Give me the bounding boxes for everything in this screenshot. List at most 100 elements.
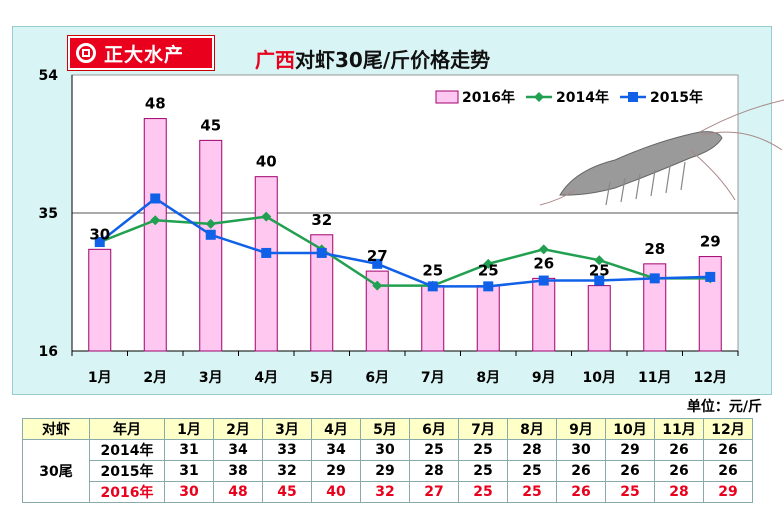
table-value-cell: 26 [654, 439, 704, 461]
table-header-cell: 5月 [360, 418, 410, 440]
x-tick-label: 8月 [476, 370, 500, 386]
table-header-cell: 3月 [262, 418, 312, 440]
line-marker [150, 193, 161, 204]
line-marker [538, 275, 549, 286]
data-label: 25 [422, 262, 443, 280]
y-tick-label: 35 [39, 206, 58, 222]
unit-label: 单位：元/斤 [686, 399, 762, 415]
table-value-cell: 34 [213, 439, 263, 461]
data-label: 45 [200, 116, 221, 134]
title-region: 广西 [255, 48, 295, 72]
table-value-cell: 25 [605, 481, 655, 503]
x-tick-label: 3月 [199, 370, 223, 386]
shrimp-leg [635, 173, 641, 200]
table-value-cell: 26 [703, 460, 753, 482]
brand-logo: 正大水产 [68, 36, 214, 70]
table-value-cell: 28 [654, 481, 704, 503]
table-value-cell: 28 [409, 460, 459, 482]
x-tick-label: 11月 [638, 370, 671, 386]
table-header-row: 对虾 年月 1月 2月 3月 4月 5月 6月 7月 8月 9月 10月 11月 12月 [22, 418, 753, 440]
table-year-cell: 2014年 [89, 439, 165, 461]
table-value-cell: 25 [507, 460, 557, 482]
table-value-cell: 28 [507, 439, 557, 461]
table-value-cell: 25 [409, 439, 459, 461]
data-label: 26 [533, 254, 554, 272]
line-marker [427, 281, 438, 292]
data-label: 32 [311, 211, 332, 229]
table-header-cell: 对虾 [22, 418, 90, 440]
data-label: 40 [256, 153, 277, 171]
table-value-cell: 31 [164, 439, 214, 461]
table-value-cell: 30 [164, 481, 214, 503]
x-tick-label: 4月 [254, 370, 278, 386]
table-header-cell: 12月 [703, 418, 753, 440]
legend: 2016年 2014年 2015年 [435, 89, 703, 106]
line-marker [205, 229, 216, 240]
series-line [99, 215, 711, 287]
table-header-cell: 9月 [556, 418, 606, 440]
table-value-cell: 25 [458, 481, 508, 503]
bar [421, 285, 445, 352]
table-value-cell: 38 [213, 460, 263, 482]
line-marker [594, 275, 605, 286]
x-tick-label: 1月 [88, 370, 112, 386]
data-label: 25 [589, 262, 610, 280]
legend-marker [628, 92, 638, 102]
line-marker [261, 247, 272, 258]
y-tick-label: 16 [39, 344, 58, 360]
line-marker [483, 258, 494, 269]
data-label: 48 [145, 95, 166, 113]
shrimp-antennae [539, 99, 784, 206]
line-marker [594, 255, 605, 266]
shrimp-leg [620, 177, 626, 203]
x-tick-label: 9月 [532, 370, 556, 386]
line-marker [705, 271, 716, 282]
bar [143, 118, 167, 352]
x-tick-label: 10月 [583, 370, 616, 386]
bar [532, 277, 556, 352]
legend-label: 2015年 [650, 89, 703, 106]
line-marker [150, 215, 161, 226]
line-marker [649, 273, 660, 284]
line-marker [316, 247, 327, 258]
table-header-cell: 4月 [311, 418, 361, 440]
line-marker [538, 244, 549, 255]
table-value-cell: 31 [164, 460, 214, 482]
table-value-cell: 30 [556, 439, 606, 461]
line-marker [94, 237, 105, 248]
table-header-cell: 11月 [654, 418, 704, 440]
legend-label: 2016年 [462, 89, 515, 106]
bar [199, 139, 223, 352]
table-value-cell: 45 [262, 481, 312, 503]
data-label: 30 [89, 225, 110, 243]
table-value-cell: 33 [262, 439, 312, 461]
table-value-cell: 26 [703, 439, 753, 461]
table-value-cell: 30 [360, 439, 410, 461]
data-label: 25 [478, 262, 499, 280]
table-header-cell: 1月 [164, 418, 214, 440]
table-header-cell: 8月 [507, 418, 557, 440]
table-row: 2015年 31 38 32 29 29 28 25 25 26 26 26 26 [23, 460, 753, 482]
x-tick-label: 6月 [365, 370, 389, 386]
shrimp-illustration [539, 99, 784, 206]
table-value-cell: 29 [703, 481, 753, 503]
table-value-cell: 29 [605, 439, 655, 461]
data-label: 28 [644, 240, 665, 258]
series-line [98, 196, 711, 288]
table-year-cell: 2016年 [89, 481, 165, 503]
table-value-cell: 40 [311, 481, 361, 503]
bar [698, 256, 722, 352]
shrimp-body [559, 131, 723, 196]
line-marker [261, 211, 272, 222]
table-row: 30尾 2014年 31 34 33 34 30 25 25 28 30 29 26 26 [22, 439, 753, 503]
table-value-cell: 27 [409, 481, 459, 503]
bar [476, 285, 500, 352]
table-value-cell: 29 [360, 460, 410, 482]
line-marker [483, 281, 494, 292]
table-value-cell: 32 [360, 481, 410, 503]
price-table: 对虾 年月 1月 2月 3月 4月 5月 6月 7月 8月 9月 10月 11月 12月 30尾 2014年… [22, 418, 753, 503]
line-marker [205, 218, 216, 229]
table-value-cell: 26 [654, 460, 704, 482]
table-year-cell: 2015年 [89, 460, 165, 482]
